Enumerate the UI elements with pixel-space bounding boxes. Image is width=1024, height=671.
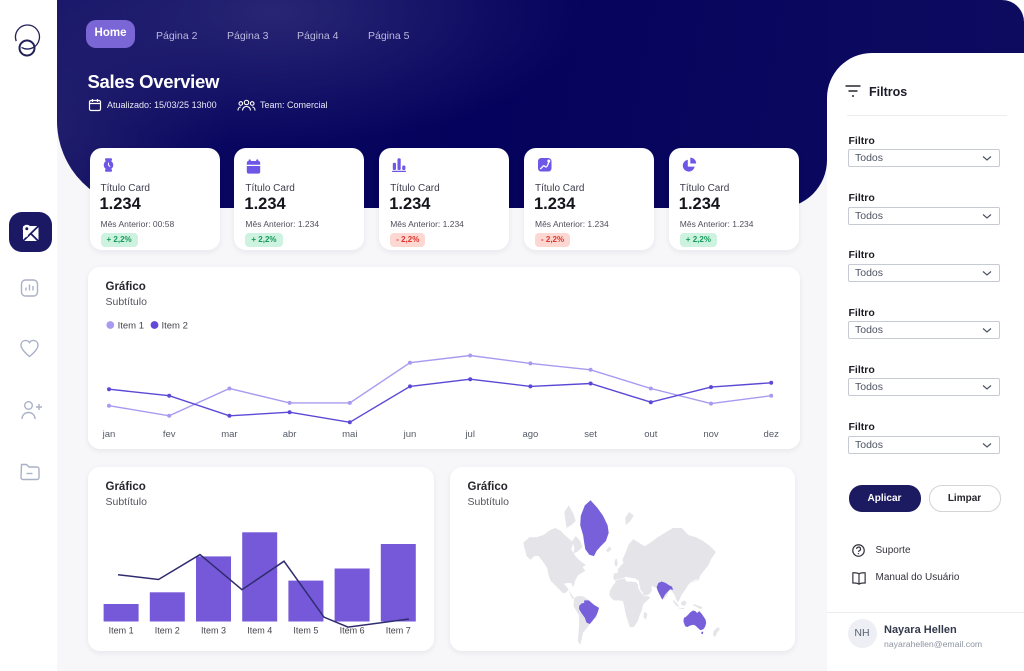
svg-text:fev: fev bbox=[163, 429, 176, 440]
svg-text:Item 2: Item 2 bbox=[162, 321, 188, 332]
svg-text:out: out bbox=[644, 429, 658, 440]
svg-text:jun: jun bbox=[403, 429, 417, 440]
svg-text:Item 5: Item 5 bbox=[293, 626, 318, 636]
svg-text:mar: mar bbox=[221, 429, 237, 440]
svg-text:Item 4: Item 4 bbox=[247, 626, 272, 636]
svg-text:abr: abr bbox=[283, 429, 297, 440]
svg-text:Item 1: Item 1 bbox=[118, 321, 144, 332]
svg-text:set: set bbox=[584, 429, 597, 440]
svg-text:jan: jan bbox=[102, 429, 116, 440]
svg-text:Item 6: Item 6 bbox=[340, 626, 365, 636]
svg-text:Item 2: Item 2 bbox=[155, 626, 180, 636]
svg-text:Item 1: Item 1 bbox=[109, 626, 134, 636]
svg-text:Item 7: Item 7 bbox=[386, 626, 411, 636]
svg-text:jul: jul bbox=[464, 429, 475, 440]
svg-text:Item 3: Item 3 bbox=[201, 626, 226, 636]
svg-text:ago: ago bbox=[522, 429, 538, 440]
svg-text:nov: nov bbox=[703, 429, 719, 440]
svg-text:dez: dez bbox=[764, 429, 780, 440]
svg-text:mai: mai bbox=[342, 429, 357, 440]
